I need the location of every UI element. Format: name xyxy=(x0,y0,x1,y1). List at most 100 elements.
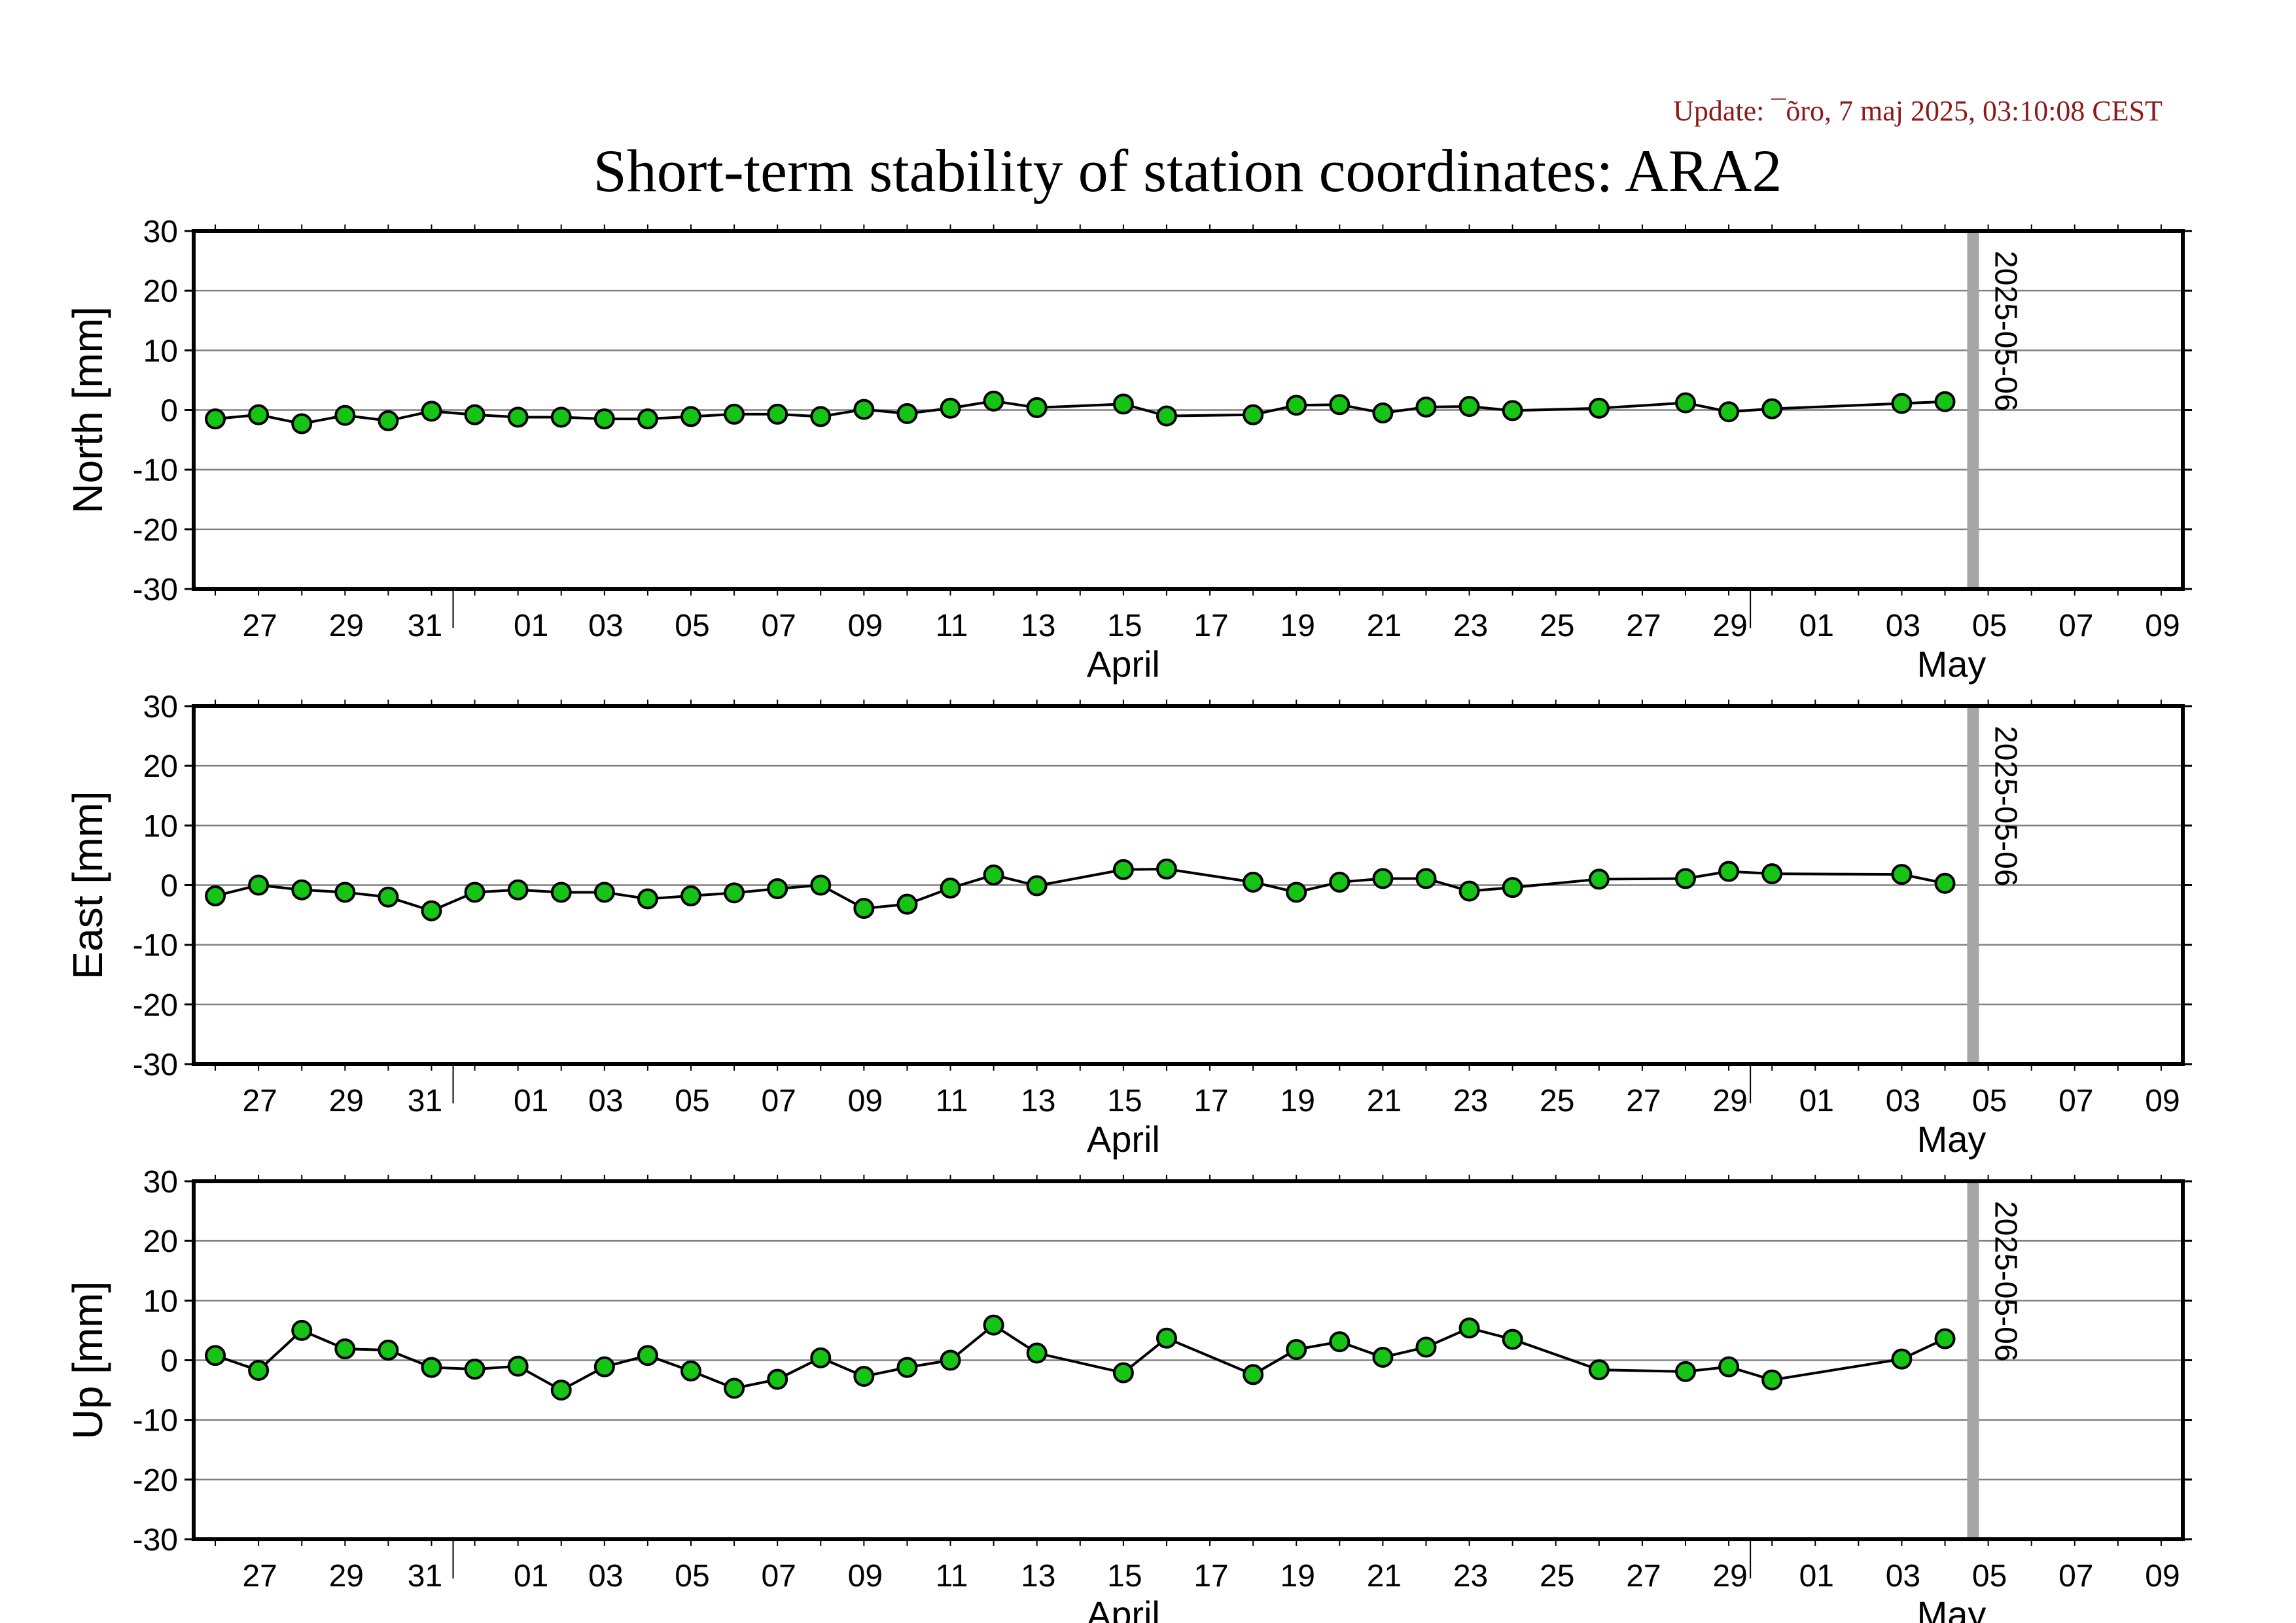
data-point xyxy=(1458,880,1480,902)
panel-2: 30 20 10 0 -10 -20 -30 East [mm] 27 29 31 01 03 05 07 0… xyxy=(64,690,2192,1160)
panels-group: 30 20 10 0 -10 -20 -30 North [mm] 27 29 31 01 03 05 07… xyxy=(64,215,2192,1623)
data-point xyxy=(1112,393,1134,415)
x-tick-label: 15 xyxy=(1107,1084,1142,1118)
data-point xyxy=(507,406,529,428)
current-date-label: 2025-05-06 xyxy=(1988,726,2022,887)
data-point xyxy=(1761,398,1783,419)
y-axis-label: North [mm] xyxy=(64,306,111,513)
y-tick-label: 20 xyxy=(143,274,178,309)
data-point xyxy=(507,879,529,901)
data-point xyxy=(1891,864,1913,885)
x-tick-label: 21 xyxy=(1367,609,1402,643)
x-tick-label: 11 xyxy=(936,1084,968,1118)
x-tick-label: 25 xyxy=(1540,1084,1574,1118)
x-tick-label: 15 xyxy=(1107,1559,1142,1594)
data-point xyxy=(853,399,875,420)
data-point xyxy=(378,410,399,431)
data-point xyxy=(378,886,399,908)
y-tick-label: 0 xyxy=(160,394,178,429)
y-axis-label: East [mm] xyxy=(64,791,111,979)
x-tick-label: 29 xyxy=(329,609,364,643)
data-point xyxy=(1934,872,1956,894)
data-point xyxy=(896,893,918,915)
x-tick-label: 07 xyxy=(2058,1084,2093,1118)
x-tick-label: 13 xyxy=(1021,1559,1055,1594)
data-point xyxy=(940,878,961,899)
data-point xyxy=(1934,391,1956,412)
x-tick-label: 07 xyxy=(761,1559,796,1594)
data-point xyxy=(724,1378,745,1399)
x-tick-label: 31 xyxy=(408,1084,442,1118)
data-point xyxy=(1675,1361,1696,1382)
data-point xyxy=(1588,1359,1610,1381)
x-tick-label: 13 xyxy=(1021,609,1055,643)
y-tick-label: 0 xyxy=(160,1344,178,1379)
x-tick-label: 09 xyxy=(848,609,883,643)
data-point xyxy=(637,1345,658,1366)
x-tick-label: 23 xyxy=(1453,1084,1488,1118)
data-point xyxy=(1761,1369,1783,1391)
data-point xyxy=(1415,868,1437,889)
data-point xyxy=(1026,397,1048,418)
y-tick-label: -30 xyxy=(133,573,178,607)
data-point xyxy=(1112,1362,1134,1383)
x-tick-label: 05 xyxy=(675,1084,709,1118)
month-label-april: April xyxy=(1087,643,1160,685)
data-point xyxy=(464,404,486,425)
data-point xyxy=(1026,1342,1048,1364)
x-tick-label: 05 xyxy=(675,609,709,643)
x-tick-label: 05 xyxy=(1972,609,2007,643)
data-point xyxy=(1112,859,1134,880)
data-point xyxy=(507,1355,529,1377)
y-tick-label: 10 xyxy=(143,809,178,844)
x-tick-label: 01 xyxy=(514,609,548,643)
y-tick-label: -20 xyxy=(133,513,178,548)
data-point xyxy=(1675,868,1696,889)
month-label-april: April xyxy=(1087,1118,1160,1160)
x-tick-label: 19 xyxy=(1280,1559,1315,1594)
data-point xyxy=(1156,858,1177,880)
x-tick-label: 03 xyxy=(1886,1559,1920,1594)
data-point xyxy=(1372,868,1394,889)
data-point xyxy=(1718,861,1740,882)
data-point xyxy=(421,401,442,422)
data-point xyxy=(1372,1346,1394,1368)
data-point xyxy=(637,888,658,910)
x-tick-label: 03 xyxy=(1886,1084,1920,1118)
y-tick-label: -10 xyxy=(133,929,178,963)
x-tick-label: 27 xyxy=(1626,1084,1661,1118)
data-point xyxy=(464,882,486,903)
data-point xyxy=(205,885,226,906)
x-tick-label: 09 xyxy=(2145,1559,2180,1594)
x-tick-label: 17 xyxy=(1193,1559,1228,1594)
data-point xyxy=(550,1380,572,1401)
data-point xyxy=(334,404,356,426)
data-point xyxy=(421,1357,442,1378)
data-point xyxy=(1588,397,1610,419)
data-point xyxy=(1286,882,1307,903)
chart-title: Short-term stability of station coordina… xyxy=(593,137,1782,204)
data-point xyxy=(1156,405,1177,427)
x-tick-label: 07 xyxy=(2058,609,2093,643)
data-point xyxy=(291,1319,313,1341)
x-tick-label: 27 xyxy=(1626,1559,1661,1594)
data-point xyxy=(983,390,1004,412)
data-point xyxy=(550,882,572,903)
data-point xyxy=(983,1314,1004,1336)
data-point xyxy=(1372,402,1394,424)
data-point xyxy=(767,403,788,425)
x-tick-label: 31 xyxy=(408,609,442,643)
data-point xyxy=(1026,875,1048,897)
data-point xyxy=(896,1357,918,1378)
month-label-may: May xyxy=(1917,643,1987,685)
x-tick-label: 29 xyxy=(329,1084,364,1118)
y-tick-label: 30 xyxy=(143,690,178,724)
x-tick-label: 27 xyxy=(242,609,277,643)
x-tick-label: 03 xyxy=(588,1559,623,1594)
x-tick-label: 05 xyxy=(675,1559,709,1594)
data-point xyxy=(940,397,961,419)
x-tick-label: 19 xyxy=(1280,1084,1315,1118)
data-point xyxy=(853,898,875,919)
data-point xyxy=(593,408,615,430)
